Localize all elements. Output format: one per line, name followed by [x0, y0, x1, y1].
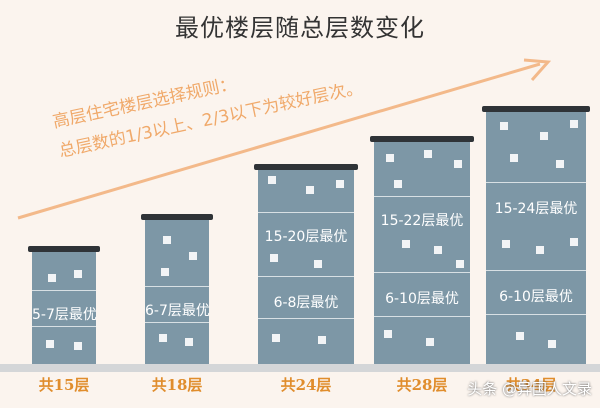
optimal-band-top	[145, 286, 209, 287]
optimal-band-mid	[374, 272, 470, 273]
optimal-floors-label: 6-10层最优	[499, 289, 573, 305]
window	[74, 270, 82, 278]
window	[185, 338, 193, 346]
window	[454, 160, 462, 168]
optimal-band-bottom	[486, 314, 586, 315]
window	[540, 132, 548, 140]
building-15-floors: 5-7层最优	[28, 246, 100, 364]
optimal-band-bottom	[145, 322, 209, 323]
building-24-floors: 15-20层最优 6-8层最优	[254, 164, 358, 364]
building-34-floors: 15-24层最优 6-10层最优	[482, 106, 590, 364]
window	[424, 150, 432, 158]
window	[570, 238, 578, 246]
window	[159, 334, 167, 342]
optimal-band-bottom	[258, 276, 354, 277]
window	[456, 260, 464, 268]
window	[270, 254, 278, 262]
window	[570, 120, 578, 128]
building-roof	[28, 246, 100, 252]
optimal-band-top	[374, 196, 470, 197]
building-roof	[254, 164, 358, 170]
building-caption: 共34层	[505, 376, 557, 394]
window	[386, 154, 394, 162]
optimal-band-bottom	[258, 318, 354, 319]
window	[314, 260, 322, 268]
optimal-band-top	[258, 212, 354, 213]
window	[48, 274, 56, 282]
window	[426, 338, 434, 346]
page-title: 最优楼层随总层数变化	[175, 14, 425, 42]
window	[336, 180, 344, 188]
optimal-floors-label: 15-24层最优	[494, 201, 578, 217]
window	[536, 246, 544, 254]
building-caption: 共28层	[396, 376, 448, 394]
optimal-floors-label: 6-10层最优	[385, 291, 459, 307]
window	[434, 246, 442, 254]
building-caption: 共24层	[280, 376, 332, 394]
optimal-floors-label: 5-7层最优	[32, 307, 97, 323]
window	[306, 186, 314, 194]
optimal-floors-label: 15-22层最优	[380, 213, 464, 229]
window	[510, 154, 518, 162]
window	[161, 268, 169, 276]
optimal-floors-label: 6-8层最优	[273, 295, 339, 311]
window	[548, 340, 556, 348]
building-roof	[482, 106, 590, 112]
window	[384, 330, 392, 338]
window	[516, 332, 524, 340]
window	[268, 176, 276, 184]
window	[500, 122, 508, 130]
building-roof	[141, 214, 213, 220]
window	[46, 340, 54, 348]
window	[402, 240, 410, 248]
building-roof	[370, 136, 474, 142]
optimal-band-mid	[486, 270, 586, 271]
window	[189, 252, 197, 260]
optimal-band-bottom	[374, 316, 470, 317]
optimal-band-top	[486, 182, 586, 183]
building-caption: 共15层	[38, 376, 90, 394]
window	[318, 336, 326, 344]
optimal-band-bottom	[32, 326, 96, 327]
building-28-floors: 15-22层最优 6-10层最优	[370, 136, 474, 364]
window	[394, 180, 402, 188]
optimal-band-top	[32, 290, 96, 291]
ground-strip	[0, 364, 600, 372]
window	[272, 334, 280, 342]
optimal-floors-label: 15-20层最优	[264, 229, 348, 245]
window	[502, 240, 510, 248]
building-18-floors: 6-7层最优	[141, 214, 213, 364]
window	[556, 160, 564, 168]
watermark: 头条 @异国人文录	[467, 380, 592, 398]
optimal-floors-label: 6-7层最优	[145, 303, 210, 319]
building-caption: 共18层	[151, 376, 203, 394]
window	[74, 342, 82, 350]
window	[163, 236, 171, 244]
